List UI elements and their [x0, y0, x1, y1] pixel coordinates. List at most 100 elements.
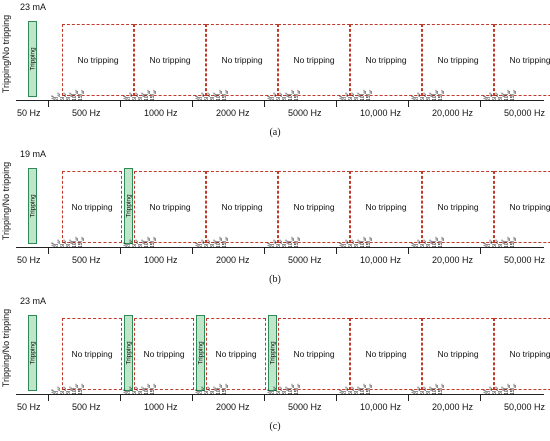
no-tripping-region: No tripping — [62, 318, 122, 390]
multiplier-tick-label: 15IΔF — [438, 237, 446, 248]
no-tripping-label: No tripping — [71, 202, 113, 212]
frequency-label: 50 Hz — [17, 402, 41, 412]
axis-group-tick — [192, 395, 193, 401]
multiplier-tick-label: 15IΔF — [438, 90, 446, 101]
tripping-bar-label: Tripping — [125, 341, 132, 365]
multiplier-text: 15I — [222, 388, 228, 395]
no-tripping-label: No tripping — [509, 202, 550, 212]
no-tripping-region: No tripping — [278, 171, 350, 243]
multiplier-text: 15I — [438, 94, 444, 101]
multiplier-text: 15I — [150, 241, 156, 248]
axis-group-tick — [192, 101, 193, 107]
multiplier-subscript: ΔF — [369, 89, 373, 95]
no-tripping-region: No tripping — [62, 24, 134, 96]
multiplier-subscript: ΔF — [297, 383, 301, 389]
no-tripping-label: No tripping — [437, 202, 479, 212]
frequency-label: 50,000 Hz — [504, 402, 546, 412]
current-level-label: 19 mA — [20, 149, 47, 159]
panel-caption: (b) — [269, 274, 281, 285]
x-axis-line — [16, 247, 544, 248]
multiplier-text: 15I — [510, 241, 516, 248]
no-tripping-region: No tripping — [350, 318, 422, 390]
multiplier-tick-labels: IΔF 2IΔF 5IΔF 8IΔF 10IΔF 15IΔF — [408, 377, 450, 395]
frequency-label: 10,000 Hz — [360, 402, 402, 412]
axis-group-tick — [120, 395, 121, 401]
frequency-label: 50 Hz — [17, 255, 41, 265]
no-tripping-label: No tripping — [293, 55, 335, 65]
multiplier-tick-labels: IΔF 2IΔF 5IΔF 8IΔF 10IΔF 15IΔF — [192, 230, 234, 248]
multiplier-tick-labels: IΔF 2IΔF 5IΔF 8IΔF 10IΔF 15IΔF — [120, 377, 162, 395]
multiplier-text: 15I — [78, 388, 84, 395]
multiplier-tick-labels: IΔF 2IΔF 5IΔF 8IΔF 10IΔF 15IΔF — [192, 83, 234, 101]
multiplier-tick-label: 15IΔF — [510, 384, 518, 395]
tripping-bar-label: Tripping — [125, 194, 132, 218]
frequency-label: 5000 Hz — [288, 108, 322, 118]
multiplier-text: 15I — [150, 94, 156, 101]
multiplier-text: 15I — [366, 388, 372, 395]
axis-group-tick — [408, 101, 409, 107]
frequency-label: 5000 Hz — [288, 255, 322, 265]
axis-group-tick — [192, 248, 193, 254]
multiplier-text: 15I — [510, 94, 516, 101]
multiplier-text: 15I — [510, 388, 516, 395]
frequency-label: 500 Hz — [72, 108, 101, 118]
no-tripping-label: No tripping — [71, 349, 113, 359]
frequency-label: 2000 Hz — [216, 255, 250, 265]
no-tripping-region: No tripping — [494, 24, 550, 96]
multiplier-tick-labels: IΔF 2IΔF 5IΔF 8IΔF 10IΔF 15IΔF — [264, 230, 306, 248]
multiplier-tick-label: 15IΔF — [510, 237, 518, 248]
multiplier-tick-label: 15IΔF — [78, 236, 86, 248]
multiplier-tick-label: 15IΔF — [222, 89, 230, 101]
no-tripping-label: No tripping — [293, 349, 335, 359]
no-tripping-label: No tripping — [221, 202, 263, 212]
x-axis-line — [16, 100, 544, 101]
tripping-bar-15x: Tripping — [124, 315, 133, 391]
multiplier-subscript: ΔF — [297, 89, 301, 95]
frequency-label: 5000 Hz — [288, 402, 322, 412]
multiplier-tick-labels: IΔF 2IΔF 5IΔF 8IΔF 10IΔF 15IΔF — [48, 230, 90, 248]
multiplier-tick-labels: IΔF 2IΔF 5IΔF 8IΔF 10IΔF 15IΔF — [120, 83, 162, 101]
multiplier-tick-labels: IΔF 2IΔF 5IΔF 8IΔF 10IΔF 15IΔF — [192, 377, 234, 395]
no-tripping-label: No tripping — [149, 202, 191, 212]
frequency-label: 20,000 Hz — [432, 402, 474, 412]
multiplier-tick-labels: IΔF 2IΔF 5IΔF 8IΔF 10IΔF 15IΔF — [336, 230, 378, 248]
tripping-bar-label: Tripping — [197, 341, 204, 365]
axis-group-tick — [48, 101, 49, 107]
tripping-bar-15x: Tripping — [268, 315, 277, 391]
frequency-label: 2000 Hz — [216, 108, 250, 118]
multiplier-subscript: ΔF — [225, 383, 229, 389]
multiplier-tick-label: 15IΔF — [78, 89, 86, 101]
multiplier-subscript: ΔF — [153, 383, 157, 389]
tripping-bar-50hz: Tripping — [28, 21, 37, 97]
multiplier-tick-labels: IΔF 2IΔF 5IΔF 8IΔF 10IΔF 15IΔF — [48, 377, 90, 395]
frequency-label: 1000 Hz — [144, 402, 178, 412]
multiplier-subscript: ΔF — [225, 89, 229, 95]
multiplier-tick-label: 15IΔF — [78, 383, 86, 395]
multiplier-text: 15I — [438, 388, 444, 395]
multiplier-text: 15I — [222, 94, 228, 101]
axis-group-tick — [264, 395, 265, 401]
multiplier-subscript: ΔF — [81, 89, 85, 95]
multiplier-tick-labels: IΔF 2IΔF 5IΔF 8IΔF 10IΔF 15IΔF — [48, 83, 90, 101]
multiplier-tick-label: 15IΔF — [222, 237, 230, 248]
multiplier-tick-labels: IΔF 2IΔF 5IΔF 8IΔF 10IΔF 15IΔF — [336, 83, 378, 101]
frequency-label: 500 Hz — [72, 255, 101, 265]
frequency-label: 20,000 Hz — [432, 108, 474, 118]
multiplier-text: 15I — [150, 388, 156, 395]
multiplier-subscript: ΔF — [369, 383, 373, 389]
y-axis-label-text: Tripping/No tripping — [1, 14, 11, 94]
no-tripping-region: No tripping — [422, 171, 494, 243]
multiplier-text: 15I — [78, 241, 84, 248]
current-level-label: 23 mA — [20, 2, 47, 12]
multiplier-subscript: ΔF — [81, 236, 85, 242]
panel-caption: (c) — [269, 421, 281, 432]
no-tripping-region: No tripping — [422, 318, 494, 390]
tripping-bar-15x: Tripping — [196, 315, 205, 391]
axis-group-tick — [408, 395, 409, 401]
multiplier-subscript: ΔF — [81, 383, 85, 389]
no-tripping-label: No tripping — [215, 349, 257, 359]
multiplier-tick-label: 15IΔF — [294, 89, 302, 101]
multiplier-tick-label: 15IΔF — [150, 237, 158, 248]
multiplier-text: 15I — [78, 94, 84, 101]
multiplier-tick-labels: IΔF 2IΔF 5IΔF 8IΔF 10IΔF 15IΔF — [264, 83, 306, 101]
